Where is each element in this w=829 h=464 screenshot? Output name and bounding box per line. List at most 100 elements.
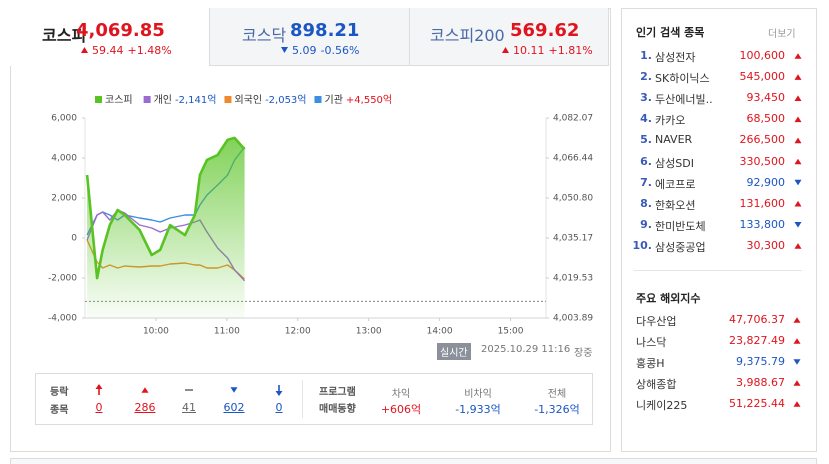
line: [85, 136, 246, 280]
legend-label: 외국인: [234, 94, 262, 106]
direction-icon: [230, 387, 238, 393]
realtime-badge: 실시간: [437, 343, 471, 360]
index-value: 23,827.49: [729, 334, 785, 347]
legend-value: -2,141억: [175, 94, 216, 106]
stock-price: 100,600: [739, 49, 786, 62]
y-tick-label: 0: [71, 234, 77, 244]
x-tick-label: 10:00: [143, 327, 169, 337]
y-tick-label: 6,000: [51, 114, 77, 124]
rank: 8.: [640, 196, 652, 210]
index-value: 47,706.37: [729, 313, 785, 326]
y2-tick-label: 4,035.17: [553, 233, 593, 243]
stock-name[interactable]: 한화오션: [655, 198, 696, 212]
tab-change-rate: -0.56%: [320, 44, 360, 57]
direction-icon: [794, 222, 802, 228]
direction-icon: [794, 243, 802, 249]
stock-price: 266,500: [739, 133, 786, 147]
direction-icon: [281, 47, 288, 53]
legend-label: 기관: [325, 94, 343, 106]
direction-icon: [794, 74, 802, 80]
index-name[interactable]: 나스닥: [636, 336, 667, 349]
stock-name[interactable]: 에코프로: [655, 177, 696, 191]
index-value: 51,225.44: [729, 397, 785, 410]
x-tick-label: 14:00: [427, 327, 453, 337]
tab-change: 5.09 -0.56%: [281, 44, 360, 57]
direction-icon: [794, 95, 802, 101]
tab-value: 4,069.85: [76, 20, 165, 41]
section-title: 인기 검색 종목: [636, 26, 705, 39]
legend-swatch: [224, 96, 232, 103]
limit-icon: [95, 384, 103, 389]
y-tick-label: 4,000: [51, 154, 77, 164]
direction-icon: [793, 317, 801, 323]
index-name[interactable]: 니케이225: [636, 399, 688, 412]
y-tick-label: -4,000: [48, 314, 77, 324]
program-label: 프로그램: [319, 387, 356, 398]
stock-price: 93,450: [746, 91, 786, 105]
index-value: 3,988.67: [736, 376, 785, 389]
tab-value: 569.62: [510, 20, 580, 41]
tab-change: 59.44 +1.48%: [81, 44, 172, 57]
stock-price: 131,600: [739, 196, 786, 210]
more-link[interactable]: 더보기: [768, 29, 796, 40]
x-tick-label: 13:00: [356, 327, 382, 337]
legend-label: 코스피: [105, 94, 133, 106]
y-tick-label: -2,000: [48, 274, 77, 284]
breadth-value[interactable]: 602: [223, 401, 245, 414]
y2-tick-label: 4,066.44: [553, 153, 593, 163]
stock-name[interactable]: 삼성중공업: [655, 240, 706, 254]
stock-price: 68,500: [746, 112, 786, 126]
rank: 3.: [640, 91, 652, 105]
stock-price: 30,300: [746, 238, 786, 252]
tab-name: 코스피: [42, 26, 87, 45]
x-tick-label: 11:00: [214, 327, 240, 337]
index-tab[interactable]: 코스닥 898.21 5.09 -0.56%: [210, 8, 410, 66]
tab-change-value: 59.44: [92, 44, 124, 57]
stock-price: 92,900: [746, 175, 786, 189]
breadth-value[interactable]: 286: [134, 401, 156, 414]
stock-price: 545,000: [739, 70, 786, 84]
index-name[interactable]: 상해종합: [636, 378, 677, 391]
rank: 1.: [640, 49, 652, 62]
direction-icon: [794, 179, 802, 186]
breadth-value[interactable]: 41: [182, 401, 196, 414]
timestamp: 2025.10.29 11:16: [481, 344, 571, 355]
breadth-label: 등락: [50, 387, 69, 398]
stock-name[interactable]: 카카오: [655, 114, 686, 128]
rank: 5.: [640, 133, 652, 147]
stock-name[interactable]: 삼성SDI: [655, 156, 694, 170]
y-tick-label: 2,000: [51, 194, 77, 204]
stock-name[interactable]: NAVER: [655, 133, 693, 147]
breadth-value[interactable]: 0: [275, 401, 283, 414]
stock-name[interactable]: 한미반도체: [655, 219, 706, 233]
index-name[interactable]: 홍콩H: [636, 357, 665, 370]
index-name[interactable]: 다우산업: [636, 315, 677, 328]
y2-tick-label: 4,003.89: [553, 314, 593, 324]
stock-price: 133,800: [739, 217, 786, 231]
stock-name[interactable]: SK하이닉스: [655, 72, 710, 86]
bottom-strip: [10, 458, 817, 464]
index-tab[interactable]: 코스피200 569.62 10.11 +1.81%: [410, 8, 609, 66]
stats-divider: [302, 380, 303, 418]
tab-change-value: 10.11: [513, 44, 545, 57]
rank: 9.: [640, 217, 652, 231]
x-tick-label: 12:00: [285, 327, 311, 337]
program-header: 전체: [547, 389, 567, 400]
breadth-value[interactable]: 0: [95, 401, 103, 414]
index-tab[interactable]: 코스피 4,069.85 59.44 +1.48%: [10, 8, 210, 66]
rank: 7.: [640, 175, 652, 189]
breadth-label: 종목: [50, 405, 69, 416]
direction-icon: [502, 47, 509, 53]
stats-box: [35, 373, 593, 425]
legend-value: -2,053억: [265, 94, 306, 106]
program-label: 매매동향: [319, 404, 356, 415]
legend-swatch: [95, 96, 102, 103]
stock-name[interactable]: 삼성전자: [655, 51, 696, 64]
program-header: 차익: [391, 389, 411, 400]
stock-name[interactable]: 두산에너빌..: [655, 93, 713, 107]
x-tick-label: 15:00: [498, 327, 524, 337]
legend-swatch: [314, 96, 322, 103]
y2-tick-label: 4,019.53: [553, 273, 593, 283]
